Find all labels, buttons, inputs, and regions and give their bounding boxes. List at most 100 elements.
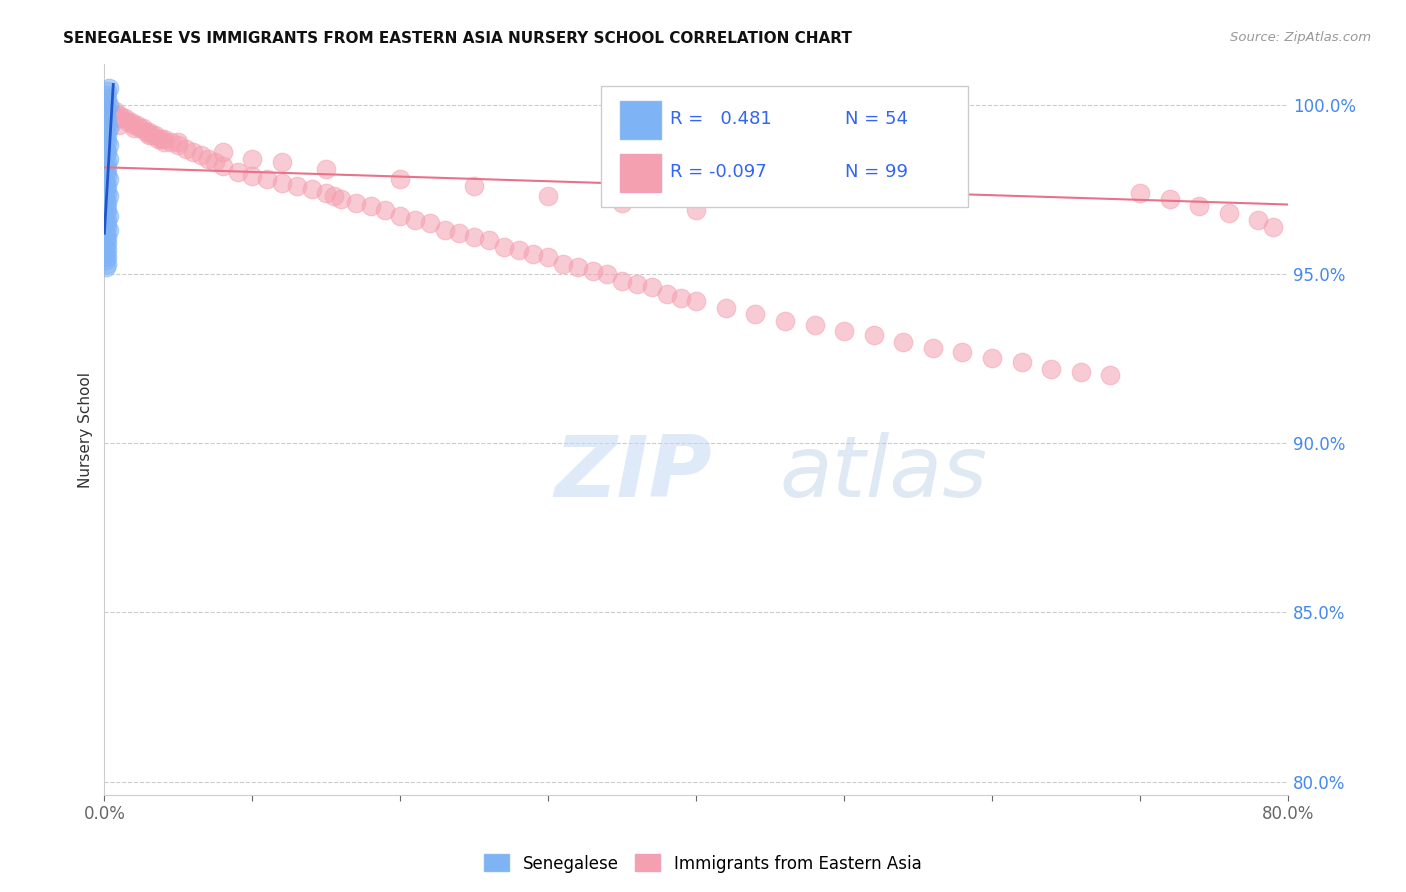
Point	[315, 161, 337, 176]
Point	[97, 80, 120, 95]
Point	[952, 344, 974, 359]
Point	[1218, 206, 1240, 220]
Point	[94, 104, 117, 119]
Point	[1070, 365, 1092, 379]
Legend: Senegalese, Immigrants from Eastern Asia: Senegalese, Immigrants from Eastern Asia	[478, 847, 928, 880]
Point	[96, 128, 118, 142]
Point	[94, 233, 117, 247]
Point	[567, 260, 589, 274]
Point	[344, 195, 367, 210]
Point	[96, 178, 118, 193]
Text: N = 54: N = 54	[845, 110, 908, 128]
Point	[922, 342, 945, 356]
Point	[132, 121, 155, 136]
Point	[240, 152, 263, 166]
Point	[596, 267, 619, 281]
Point	[478, 233, 501, 247]
Text: R = -0.097: R = -0.097	[671, 162, 766, 180]
Y-axis label: Nursery School: Nursery School	[79, 372, 93, 488]
Point	[108, 108, 131, 122]
Point	[97, 121, 120, 136]
Point	[160, 135, 183, 149]
Point	[612, 195, 634, 210]
Point	[537, 250, 560, 264]
Point	[96, 118, 118, 132]
Text: SENEGALESE VS IMMIGRANTS FROM EASTERN ASIA NURSERY SCHOOL CORRELATION CHART: SENEGALESE VS IMMIGRANTS FROM EASTERN AS…	[63, 31, 852, 46]
Point	[197, 152, 219, 166]
Point	[94, 216, 117, 230]
Point	[744, 308, 766, 322]
Point	[204, 155, 226, 169]
Point	[240, 169, 263, 183]
Point	[463, 229, 485, 244]
Point	[96, 219, 118, 234]
Point	[612, 274, 634, 288]
Point	[655, 287, 678, 301]
Point	[641, 280, 664, 294]
Point	[97, 210, 120, 224]
Point	[1247, 212, 1270, 227]
Point	[96, 257, 118, 271]
Point	[96, 186, 118, 200]
Point	[419, 216, 441, 230]
Point	[862, 327, 884, 342]
Point	[107, 112, 129, 126]
Point	[374, 202, 396, 217]
Point	[146, 131, 169, 145]
Point	[96, 135, 118, 149]
Point	[94, 165, 117, 179]
Point	[389, 172, 412, 186]
Point	[125, 118, 148, 132]
Point	[143, 128, 166, 142]
Point	[449, 227, 471, 241]
Point	[96, 101, 118, 115]
Text: Source: ZipAtlas.com: Source: ZipAtlas.com	[1230, 31, 1371, 45]
Point	[404, 212, 426, 227]
FancyBboxPatch shape	[602, 86, 969, 207]
Point	[190, 148, 212, 162]
Point	[96, 229, 118, 244]
FancyBboxPatch shape	[620, 101, 661, 138]
Point	[315, 186, 337, 200]
Point	[94, 87, 117, 102]
Point	[96, 243, 118, 257]
Point	[135, 125, 157, 139]
Point	[211, 145, 233, 159]
Point	[122, 121, 145, 136]
Text: N = 99: N = 99	[845, 162, 908, 180]
Point	[97, 138, 120, 153]
Point	[1099, 368, 1122, 383]
Point	[174, 142, 197, 156]
Point	[138, 125, 160, 139]
Point	[94, 240, 117, 254]
Point	[285, 178, 308, 193]
Point	[551, 257, 574, 271]
Point	[463, 178, 485, 193]
Point	[96, 212, 118, 227]
Point	[1129, 186, 1152, 200]
Point	[94, 108, 117, 122]
Point	[981, 351, 1004, 366]
Point	[322, 189, 344, 203]
Point	[94, 260, 117, 274]
Point	[98, 108, 121, 122]
Point	[226, 165, 249, 179]
Point	[120, 114, 142, 128]
Point	[101, 108, 124, 122]
Point	[94, 246, 117, 260]
Point	[105, 108, 128, 122]
Point	[685, 293, 707, 308]
Point	[97, 172, 120, 186]
Point	[149, 131, 172, 145]
Point	[104, 104, 127, 119]
Point	[773, 314, 796, 328]
Text: R =   0.481: R = 0.481	[671, 110, 772, 128]
Point	[94, 193, 117, 207]
Text: atlas: atlas	[779, 432, 987, 515]
Point	[117, 114, 139, 128]
Point	[94, 253, 117, 268]
Point	[256, 172, 278, 186]
Point	[97, 152, 120, 166]
Point	[122, 118, 145, 132]
Point	[626, 277, 648, 291]
